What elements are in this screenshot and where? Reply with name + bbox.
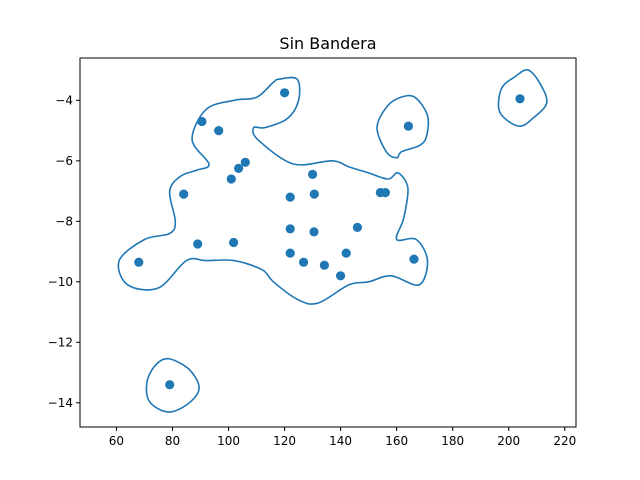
density-contours (117, 69, 548, 413)
contour-1 (117, 76, 429, 305)
data-point (193, 239, 203, 249)
data-point (179, 189, 189, 199)
data-point (352, 222, 362, 232)
data-point (299, 257, 309, 267)
contour-3 (497, 69, 548, 127)
data-point (403, 121, 413, 131)
y-tick-label: −6 (55, 154, 73, 168)
data-point (285, 224, 295, 234)
x-tick-label: 120 (273, 434, 296, 448)
data-point (229, 237, 239, 248)
data-point (165, 380, 175, 390)
data-point (380, 188, 390, 198)
x-tick-label: 180 (441, 434, 464, 448)
data-points (134, 88, 525, 390)
data-point (319, 260, 329, 270)
data-point (309, 227, 319, 237)
y-tick-label: −14 (48, 396, 73, 410)
x-axis: 60 80 100 120 140 160 180 200 220 (109, 427, 576, 448)
x-tick-label: 100 (217, 434, 240, 448)
data-point (285, 248, 295, 258)
x-tick-label: 140 (329, 434, 352, 448)
data-point (134, 257, 144, 267)
x-tick-label: 60 (109, 434, 124, 448)
y-tick-label: −12 (48, 335, 73, 349)
data-point (341, 248, 351, 258)
data-point (409, 254, 419, 264)
plot-area-frame (79, 57, 577, 428)
data-point (336, 271, 346, 281)
y-tick-label: −10 (48, 275, 73, 289)
data-point (234, 163, 244, 173)
y-axis: −4 −6 −8 −10 −12 −14 (48, 93, 80, 410)
data-point (309, 189, 319, 199)
data-point (285, 192, 295, 202)
data-point (280, 88, 290, 98)
x-tick-label: 80 (165, 434, 180, 448)
data-point (240, 157, 250, 167)
data-point (214, 126, 224, 136)
data-point (226, 174, 236, 184)
x-tick-label: 220 (553, 434, 576, 448)
y-tick-label: −8 (55, 214, 73, 228)
y-tick-label: −4 (55, 93, 73, 107)
x-tick-label: 160 (385, 434, 408, 448)
data-point (197, 116, 207, 127)
data-point (515, 94, 525, 104)
chart-title: Sin Bandera (279, 34, 376, 53)
contour-4 (145, 357, 200, 413)
contour-2 (376, 94, 430, 159)
x-tick-label: 200 (497, 434, 520, 448)
data-point (308, 169, 318, 179)
